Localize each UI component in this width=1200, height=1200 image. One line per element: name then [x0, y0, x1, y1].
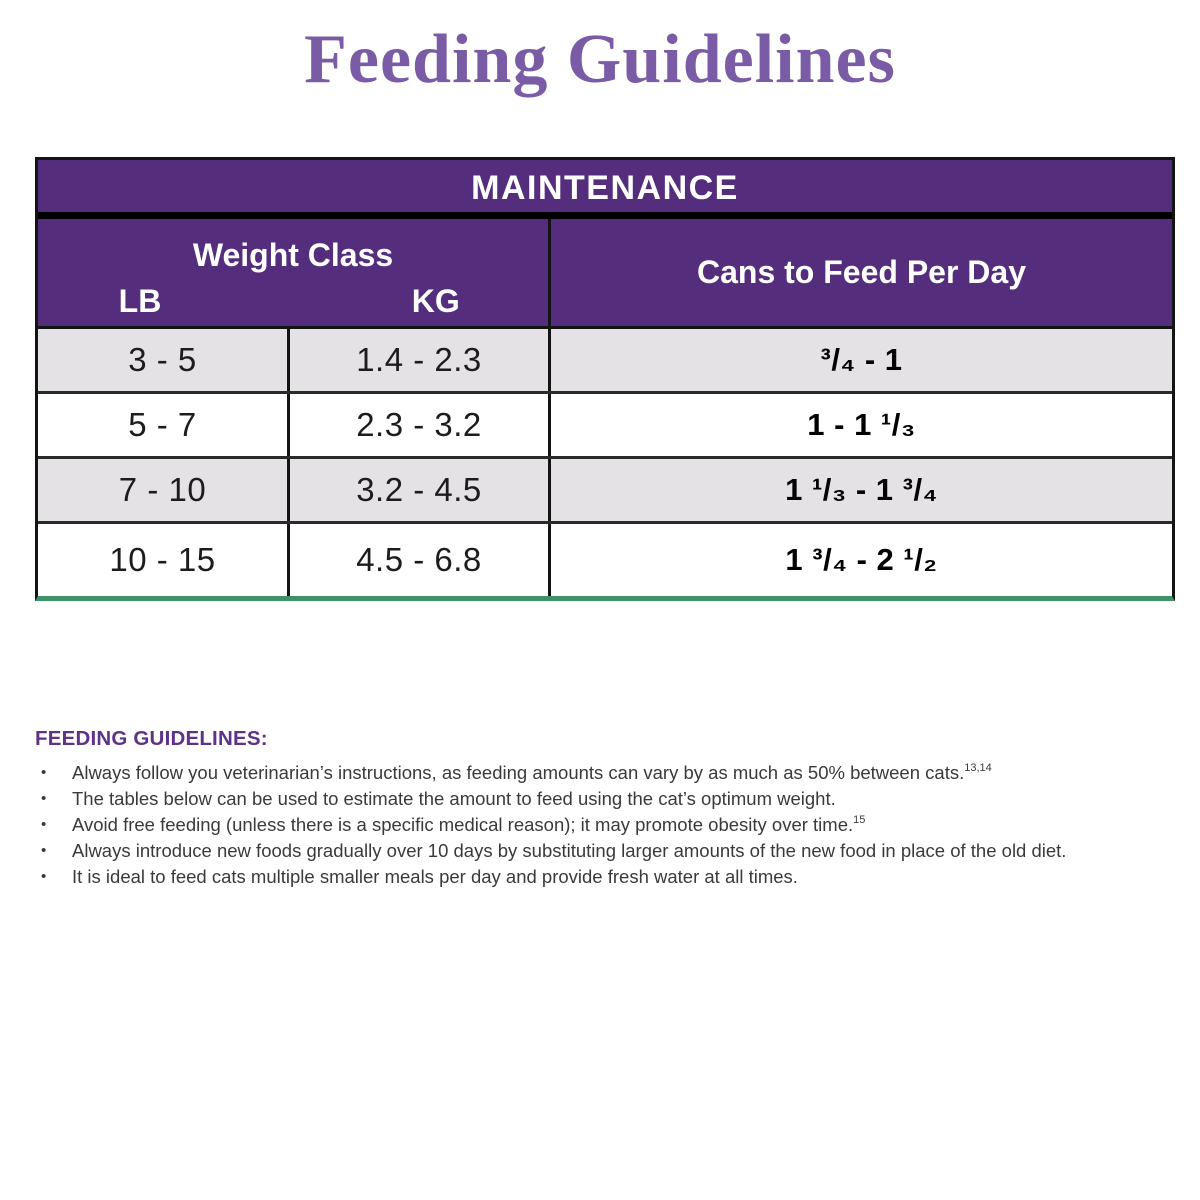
guidelines-list: • Always follow you veterinarian’s instr… [35, 760, 1150, 890]
kg-cell: 1.4 - 2.3 [290, 329, 551, 391]
weight-class-label: Weight Class [192, 237, 394, 273]
guidelines-heading: FEEDING GUIDELINES: [35, 727, 268, 750]
footnote-ref: 13,14 [964, 761, 992, 774]
cans-cell: 1 - 1 ¹/₃ [807, 407, 916, 442]
footnote-ref: 15 [853, 813, 866, 826]
lb-cell: 7 - 10 [38, 459, 290, 521]
bullet-text-body: The tables below can be used to estimate… [72, 788, 836, 809]
list-item: • It is ideal to feed cats multiple smal… [35, 864, 1150, 890]
maintenance-header: MAINTENANCE [38, 160, 1172, 219]
bullet-text: Avoid free feeding (unless there is a sp… [72, 812, 1150, 838]
cans-column-header: Cans to Feed Per Day [697, 254, 1026, 290]
table-row: 10 - 15 4.5 - 6.8 1 ³/₄ - 2 ¹/₂ [38, 524, 1172, 596]
list-item: • The tables below can be used to estima… [35, 786, 1150, 812]
bullet-text-body: It is ideal to feed cats multiple smalle… [72, 866, 798, 887]
table-row: 3 - 5 1.4 - 2.3 ³/₄ - 1 [38, 329, 1172, 394]
bullet-text-body: Always follow you veterinarian’s instruc… [72, 762, 965, 783]
table-row: 5 - 7 2.3 - 3.2 1 - 1 ¹/₃ [38, 394, 1172, 459]
lb-cell: 3 - 5 [38, 329, 290, 391]
cans-cell: 1 ³/₄ - 2 ¹/₂ [785, 542, 938, 577]
bullet-text-body: Always introduce new foods gradually ove… [72, 840, 1067, 861]
list-item: • Always follow you veterinarian’s instr… [35, 760, 1150, 786]
bullet-text: It is ideal to feed cats multiple smalle… [72, 864, 1150, 890]
bullet-icon: • [41, 842, 47, 859]
lb-cell: 10 - 15 [38, 524, 290, 596]
bullet-text: Always introduce new foods gradually ove… [72, 838, 1150, 864]
feeding-guidelines-section: FEEDING GUIDELINES: • Always follow you … [35, 727, 1150, 890]
weight-class-header-cell: Weight Class LB KG [38, 219, 551, 326]
bullet-text: Always follow you veterinarian’s instruc… [72, 760, 1150, 786]
bullet-text-body: Avoid free feeding (unless there is a sp… [72, 814, 854, 835]
bullet-icon: • [41, 790, 47, 807]
table-column-header-row: Weight Class LB KG Cans to Feed Per Day [38, 219, 1172, 329]
cans-cell: ³/₄ - 1 [820, 342, 903, 377]
feeding-table: MAINTENANCE Weight Class LB KG Cans to F… [35, 157, 1175, 601]
lb-cell: 5 - 7 [38, 394, 290, 456]
kg-column-header: KG [411, 283, 460, 319]
table-row: 7 - 10 3.2 - 4.5 1 ¹/₃ - 1 ³/₄ [38, 459, 1172, 524]
kg-cell: 4.5 - 6.8 [290, 524, 551, 596]
bullet-icon: • [41, 764, 47, 781]
list-item: • Avoid free feeding (unless there is a … [35, 812, 1150, 838]
bullet-icon: • [41, 816, 47, 833]
bullet-icon: • [41, 868, 47, 885]
page-title: Feeding Guidelines [304, 21, 896, 98]
kg-cell: 3.2 - 4.5 [290, 459, 551, 521]
kg-cell: 2.3 - 3.2 [290, 394, 551, 456]
cans-cell: 1 ¹/₃ - 1 ³/₄ [785, 472, 938, 507]
lb-column-header: LB [118, 283, 162, 319]
list-item: • Always introduce new foods gradually o… [35, 838, 1150, 864]
bullet-text: The tables below can be used to estimate… [72, 786, 1150, 812]
